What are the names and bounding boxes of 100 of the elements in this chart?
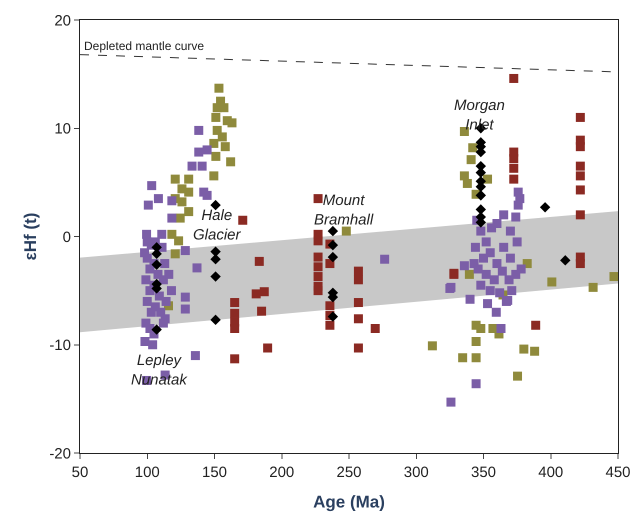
x-tick-label: 200 xyxy=(269,464,294,481)
point xyxy=(230,298,240,308)
x-tick-label: 350 xyxy=(470,464,496,481)
point xyxy=(342,226,351,236)
point xyxy=(263,344,272,352)
x-tick-label: 50 xyxy=(72,464,88,481)
point xyxy=(476,324,486,334)
point xyxy=(472,337,481,346)
point xyxy=(314,286,323,296)
point xyxy=(325,301,334,310)
point xyxy=(238,216,248,225)
point xyxy=(210,314,221,326)
point xyxy=(170,174,180,184)
point xyxy=(468,143,478,152)
point xyxy=(560,255,570,266)
point xyxy=(354,314,363,324)
point xyxy=(230,308,240,318)
y-tick-label: 20 xyxy=(54,12,71,30)
point xyxy=(576,142,585,152)
y-tick-label: -20 xyxy=(49,445,71,462)
point xyxy=(230,324,240,334)
point xyxy=(314,252,323,262)
point xyxy=(328,240,338,250)
point xyxy=(509,74,518,83)
point xyxy=(509,164,518,173)
point xyxy=(476,204,486,215)
point xyxy=(210,271,221,282)
point xyxy=(227,118,236,128)
point xyxy=(184,188,194,197)
y-tick-label: 10 xyxy=(54,120,71,138)
y-tick-label: -10 xyxy=(49,337,71,354)
point xyxy=(211,152,220,161)
point xyxy=(476,190,486,201)
point xyxy=(226,157,236,166)
x-tick-label: 250 xyxy=(336,464,362,481)
point xyxy=(167,230,176,239)
point xyxy=(588,282,598,292)
point xyxy=(170,249,180,258)
point xyxy=(325,320,334,330)
point xyxy=(513,372,522,381)
point xyxy=(530,346,540,356)
point xyxy=(576,210,585,220)
point xyxy=(177,197,186,206)
point xyxy=(184,174,194,184)
y-axis-title: εHf (t) xyxy=(20,212,40,260)
point xyxy=(509,174,518,184)
point xyxy=(184,207,194,216)
point xyxy=(314,262,323,272)
point xyxy=(209,171,218,180)
point xyxy=(314,236,323,246)
point xyxy=(151,324,162,335)
x-tick-label: 100 xyxy=(134,464,160,481)
point xyxy=(540,202,550,212)
point xyxy=(328,226,338,236)
point xyxy=(214,84,224,93)
x-axis-title: Age (Ma) xyxy=(313,492,385,512)
point xyxy=(462,178,472,188)
point xyxy=(219,103,228,112)
point xyxy=(210,246,221,257)
y-tick-label: 0 xyxy=(62,228,71,246)
point xyxy=(547,277,556,286)
point xyxy=(519,344,528,354)
annotation: Mount Bramhall xyxy=(314,192,374,228)
annotation: Hale Glacier xyxy=(193,207,242,244)
point xyxy=(458,353,468,362)
point xyxy=(531,320,540,330)
point xyxy=(472,353,481,362)
point xyxy=(218,132,227,142)
point xyxy=(209,138,218,148)
point xyxy=(328,252,338,262)
series-label: Depleted mantle curve xyxy=(84,39,204,53)
point xyxy=(428,341,437,350)
point xyxy=(354,266,363,276)
point xyxy=(509,154,518,164)
x-tick-label: 450 xyxy=(605,464,631,481)
point xyxy=(328,311,338,322)
point xyxy=(252,289,261,298)
point xyxy=(211,112,220,122)
point xyxy=(464,270,474,279)
point xyxy=(260,287,269,296)
point xyxy=(151,259,162,270)
point xyxy=(314,272,323,282)
point xyxy=(576,112,585,122)
point xyxy=(254,256,264,266)
point xyxy=(210,254,221,264)
point xyxy=(314,194,323,204)
point xyxy=(466,155,476,164)
point xyxy=(576,185,585,194)
point xyxy=(370,324,380,334)
point xyxy=(230,354,240,364)
point xyxy=(354,344,363,352)
point xyxy=(609,272,618,282)
x-tick-label: 400 xyxy=(538,464,564,481)
x-tick-label: 150 xyxy=(202,464,228,481)
point xyxy=(220,142,230,152)
point xyxy=(174,236,184,246)
point xyxy=(257,306,266,316)
point xyxy=(354,298,363,308)
x-tick-label: 300 xyxy=(404,464,429,481)
point xyxy=(354,275,363,284)
